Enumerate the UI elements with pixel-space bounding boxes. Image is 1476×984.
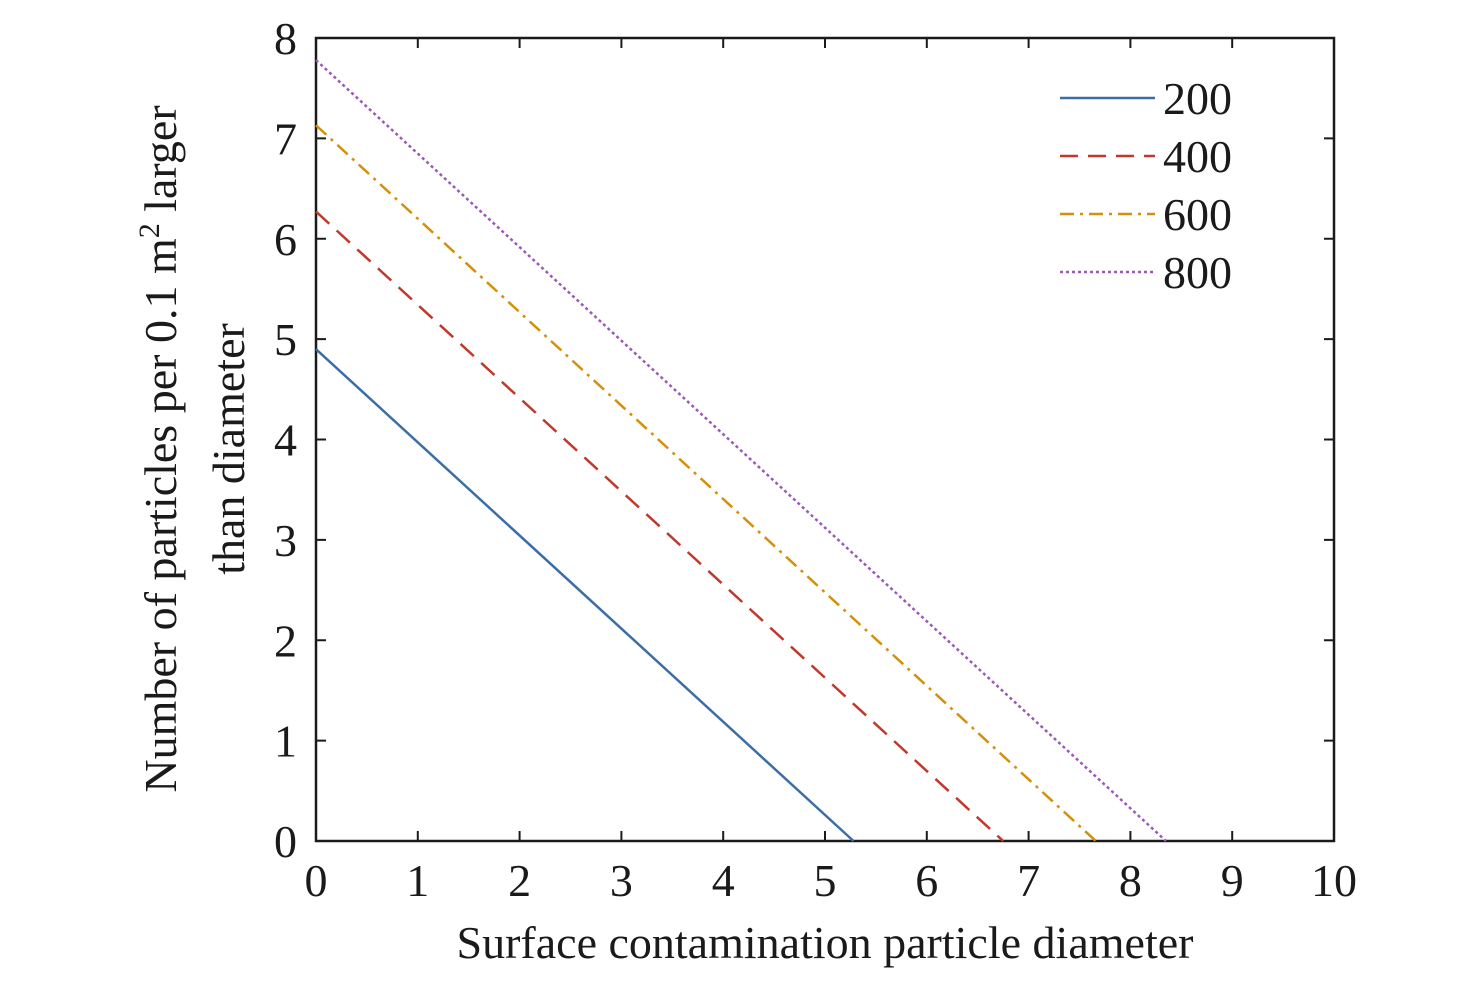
- x-axis-label: Surface contamination particle diameter: [457, 917, 1194, 968]
- y-tick-labels: 0 1 2 3 4 5 6 7 8: [274, 13, 297, 867]
- x-tick-label: 3: [610, 855, 633, 906]
- y-tick-label: 2: [274, 615, 297, 666]
- y-axis-label-line1-suffix: larger: [135, 105, 186, 223]
- x-tick-label: 9: [1221, 855, 1244, 906]
- y-tick-label: 6: [274, 214, 297, 265]
- legend-label-600: 600: [1163, 189, 1232, 240]
- y-axis-label-line2: than diameter: [203, 323, 254, 575]
- series-line-600: [315, 124, 1097, 842]
- legend: 200 400 600 800: [1060, 73, 1232, 298]
- x-tick-label: 5: [814, 855, 837, 906]
- x-tick-label: 6: [915, 855, 938, 906]
- y-tick-label: 1: [274, 716, 297, 767]
- x-tick-label: 0: [305, 855, 328, 906]
- y-tick-label: 4: [274, 415, 297, 466]
- x-tick-label: 1: [406, 855, 429, 906]
- legend-label-400: 400: [1163, 131, 1232, 182]
- x-tick-label: 10: [1311, 855, 1357, 906]
- y-tick-label: 0: [274, 816, 297, 867]
- x-tick-label: 8: [1119, 855, 1142, 906]
- series-line-400: [315, 210, 1005, 842]
- x-tick-label: 7: [1017, 855, 1040, 906]
- y-axis-label: Number of particles per 0.1 m2 larger th…: [133, 105, 254, 792]
- y-axis-label-superscript: 2: [133, 223, 166, 238]
- x-tick-labels: 0 1 2 3 4 5 6 7 8 9 10: [305, 855, 1358, 906]
- series-line-800: [315, 59, 1167, 842]
- x-tick-label: 2: [508, 855, 531, 906]
- series-lines: [315, 59, 1167, 842]
- axis-ticks: [315, 37, 1335, 842]
- y-tick-label: 7: [274, 113, 297, 164]
- y-tick-label: 3: [274, 515, 297, 566]
- legend-label-800: 800: [1163, 247, 1232, 298]
- y-tick-label: 8: [274, 13, 297, 64]
- y-tick-label: 5: [274, 314, 297, 365]
- legend-label-200: 200: [1163, 73, 1232, 124]
- y-axis-label-line1: Number of particles per 0.1 m: [135, 238, 186, 793]
- series-line-200: [315, 348, 855, 842]
- svg-text:Number of particles per 0.1 m2: Number of particles per 0.1 m2 larger: [133, 105, 186, 792]
- x-tick-label: 4: [712, 855, 735, 906]
